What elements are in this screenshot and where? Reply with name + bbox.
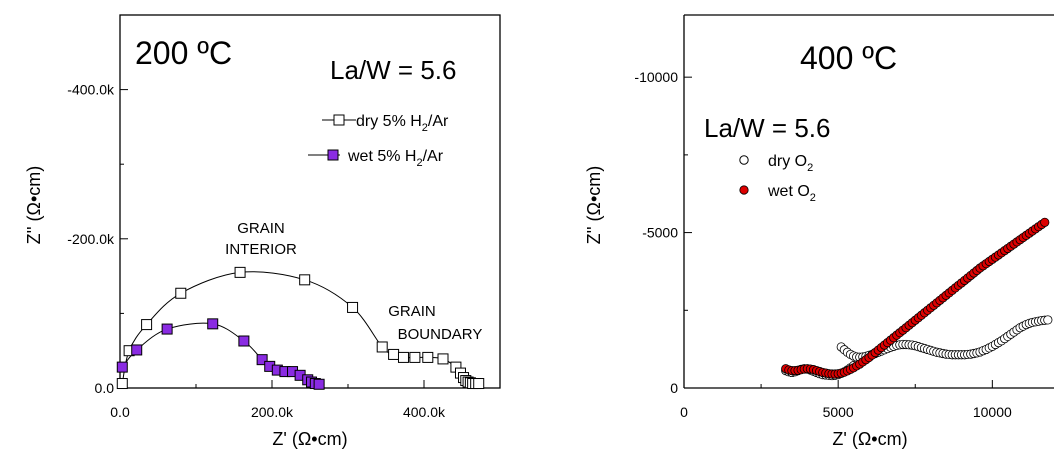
annotation-grain-boundary-line2: BOUNDARY [398,326,483,343]
temperature-label-200C: 200 ºC [135,35,232,71]
axes-ticks-400C: 0 5000 10000 0 -5000 -10000 [634,69,1012,420]
composition-label-400C: La/W = 5.6 [704,113,830,143]
legend-label-wet-h2: wet 5% H2/Ar [347,148,444,169]
y-tick-label-200C: -200.0k [67,231,115,247]
data-point-wet-5-h2-ar [131,344,143,356]
data-point-dry-5-h2-ar [141,319,153,331]
data-points-200C [116,266,485,390]
y-tick-label-400C: -5000 [642,225,678,241]
y-tick-label-200C: 0.0 [95,380,115,396]
data-point-dry-5-h2-ar [473,378,485,390]
legend-200C: dry 5% H2/Ar wet 5% H2/Ar [308,113,449,169]
y-axis-label-200C: Z'' (Ω•cm) [24,166,44,245]
legend-label-wet-o2: wet O2 [767,183,816,204]
data-point-wet-5-h2-ar [313,378,325,390]
data-point-wet-o2 [1040,217,1050,227]
x-tick-label-200C: 200.0k [251,404,294,420]
x-axis-label-400C: Z' (Ω•cm) [832,429,907,449]
axes-ticks-200C: 0.0 200.0k 400.0k 0.0 -200.0k -400.0k [67,82,446,420]
y-tick-label-200C: -400.0k [67,82,115,98]
temperature-label-400C: 400 ºC [800,40,897,76]
annotation-grain-interior-line2: INTERIOR [225,241,297,258]
x-axis-label-200C: Z' (Ω•cm) [272,429,347,449]
y-tick-label-400C: -10000 [634,69,678,85]
data-point-wet-5-h2-ar [116,361,128,373]
data-point-wet-5-h2-ar [256,354,268,366]
x-tick-label-400C: 0 [680,404,688,420]
data-point-dry-5-h2-ar [376,341,388,353]
data-point-dry-5-h2-ar [388,348,400,360]
legend-marker-wet-o2 [739,185,749,195]
x-tick-label-200C: 0.0 [110,404,130,420]
data-point-wet-5-h2-ar [161,323,173,335]
data-points-400C [781,217,1053,381]
data-point-wet-5-h2-ar [238,335,250,347]
y-tick-label-400C: 0 [670,380,678,396]
x-tick-label-400C: 5000 [823,404,854,420]
x-tick-label-400C: 10000 [973,404,1012,420]
data-point-wet-5-h2-ar [207,318,219,330]
legend-label-dry-o2: dry O2 [768,153,813,174]
legend-400C: dry O2 wet O2 [739,153,816,204]
data-point-dry-5-h2-ar [347,301,359,313]
annotation-grain-boundary-line1: GRAIN [388,303,436,320]
legend-marker-dry-o2 [739,155,749,165]
chart-400C: 0 5000 10000 0 -5000 -10000 400 ºC La/W = 5.6… [584,14,1054,449]
data-point-dry-5-h2-ar [409,351,421,363]
data-point-dry-o2 [1043,315,1053,325]
chart-200C: 0.0 200.0k 400.0k0.0-200.0k-400.0k 200 ºC … [24,14,501,449]
data-point-dry-5-h2-ar [437,353,449,365]
data-point-dry-5-h2-ar [175,287,187,299]
legend-label-dry-h2: dry 5% H2/Ar [356,113,449,134]
x-tick-label-200C: 400.0k [403,404,446,420]
data-point-dry-5-h2-ar [397,351,409,363]
data-point-dry-5-h2-ar [299,274,311,286]
data-point-dry-5-h2-ar [422,351,434,363]
data-point-dry-5-h2-ar [234,266,246,278]
y-axis-label-400C: Z'' (Ω•cm) [584,166,604,245]
legend-marker-dry-h2 [333,114,345,126]
data-point-dry-5-h2-ar [116,378,128,390]
legend-marker-wet-h2 [327,149,339,161]
annotation-grain-interior-line1: GRAIN [237,220,285,237]
composition-label-200C: La/W = 5.6 [330,55,456,85]
